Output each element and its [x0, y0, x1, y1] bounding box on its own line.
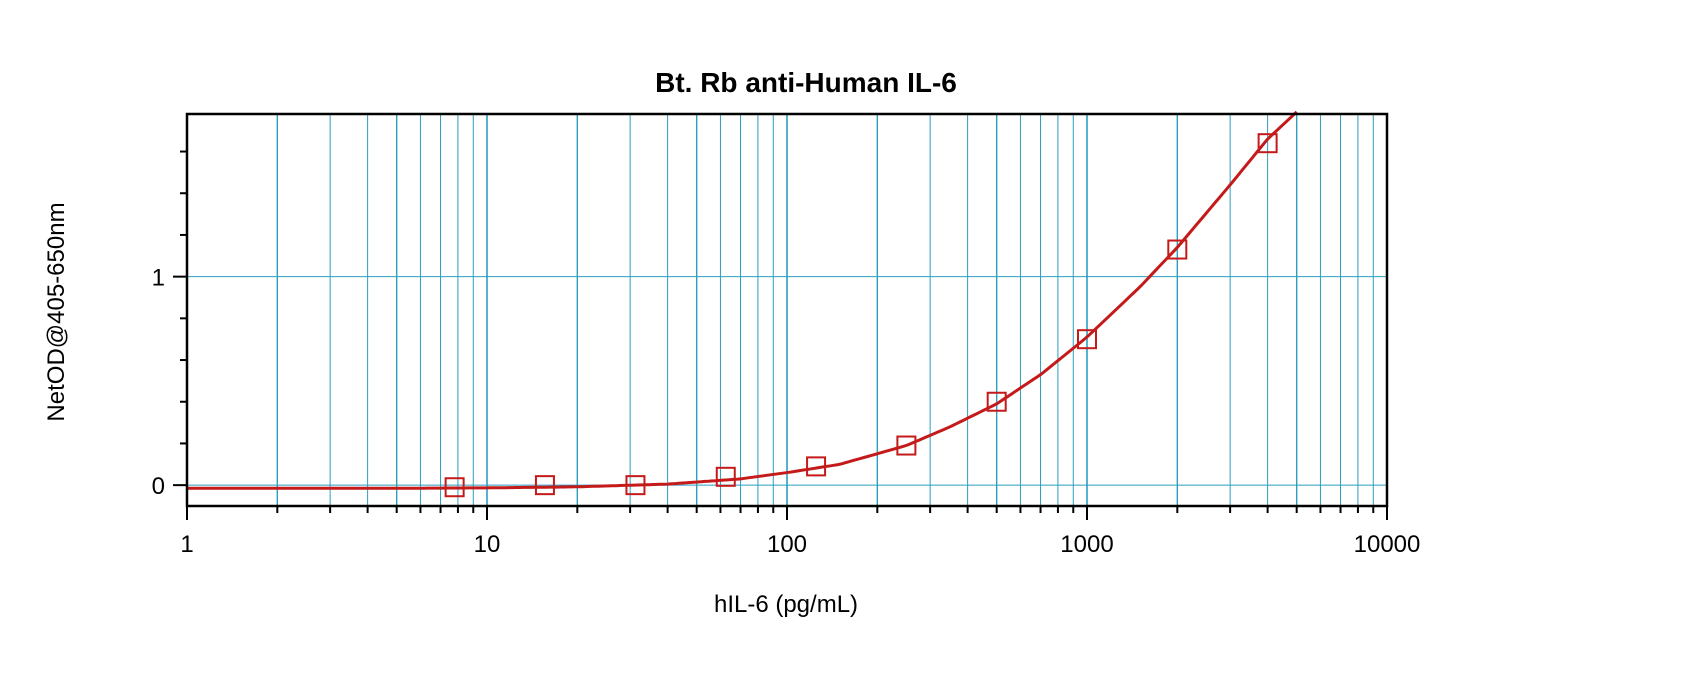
- data-point-marker: [625, 475, 646, 496]
- y-tick-label: 1: [152, 265, 165, 292]
- x-tick-label: 1000: [1060, 531, 1113, 558]
- data-point-marker: [715, 466, 736, 487]
- x-tick-label: 100: [767, 531, 807, 558]
- data-point-marker: [1167, 239, 1188, 260]
- data-points-layer: [444, 133, 1278, 498]
- data-point-marker: [444, 477, 465, 498]
- fit-curve-layer: [187, 110, 1298, 490]
- data-point-marker: [896, 435, 917, 456]
- data-point-marker: [1257, 133, 1278, 154]
- x-tick-label: 10: [474, 531, 501, 558]
- fit-curve-line: [187, 110, 1298, 490]
- data-point-marker: [986, 391, 1007, 412]
- x-tick-label: 1: [180, 531, 193, 558]
- y-tick-label: 0: [152, 473, 165, 500]
- y-axis-label: NetOD@405-650nm: [43, 202, 70, 421]
- data-point-marker: [1077, 329, 1097, 350]
- chart-title: Bt. Rb anti-Human IL-6: [655, 67, 957, 98]
- x-tick-label: 10000: [1354, 531, 1421, 558]
- axes: 1 10 100 1000 10000 0 1: [152, 112, 1421, 558]
- data-point-marker: [534, 475, 555, 496]
- data-point-marker: [806, 456, 827, 477]
- x-axis-label: hIL-6 (pg/mL): [714, 591, 858, 618]
- grid: [187, 114, 1387, 506]
